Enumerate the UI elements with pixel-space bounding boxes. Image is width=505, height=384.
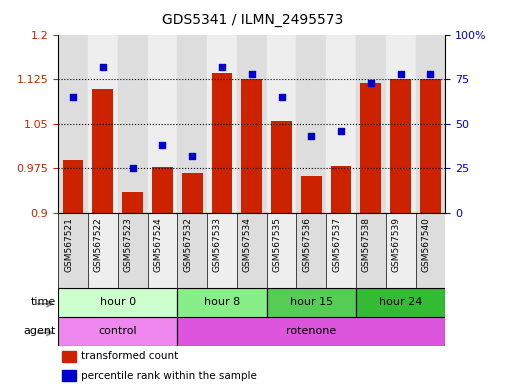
Bar <box>58 213 88 288</box>
Text: agent: agent <box>23 326 56 336</box>
Bar <box>326 213 355 288</box>
Bar <box>271 121 291 213</box>
Bar <box>389 79 410 213</box>
Bar <box>236 213 266 288</box>
Text: hour 8: hour 8 <box>204 297 239 308</box>
Bar <box>147 213 177 288</box>
Point <box>277 94 285 100</box>
Bar <box>177 288 266 317</box>
Point <box>396 71 404 77</box>
Text: hour 0: hour 0 <box>99 297 135 308</box>
Bar <box>62 370 75 381</box>
Bar <box>266 288 355 317</box>
Text: time: time <box>30 297 56 308</box>
Bar <box>326 35 355 213</box>
Bar <box>207 213 236 288</box>
Bar <box>415 35 444 213</box>
Text: percentile rank within the sample: percentile rank within the sample <box>81 371 257 381</box>
Text: control: control <box>98 326 137 336</box>
Bar <box>355 288 444 317</box>
Text: GSM567540: GSM567540 <box>421 217 430 272</box>
Bar <box>236 35 266 213</box>
Bar <box>330 166 351 213</box>
Bar <box>266 213 296 288</box>
Bar <box>58 317 177 346</box>
Bar <box>419 79 440 213</box>
Text: GSM567538: GSM567538 <box>361 217 370 272</box>
Bar <box>177 213 207 288</box>
Text: hour 15: hour 15 <box>289 297 332 308</box>
Bar <box>211 73 232 213</box>
Bar <box>266 288 355 317</box>
Bar <box>118 35 147 213</box>
Bar <box>177 317 444 346</box>
Text: GSM567523: GSM567523 <box>123 217 132 272</box>
Point <box>188 153 196 159</box>
Text: GSM567536: GSM567536 <box>301 217 311 272</box>
Bar <box>58 317 177 346</box>
Bar <box>63 160 83 213</box>
Text: GSM567532: GSM567532 <box>183 217 192 272</box>
Bar <box>147 35 177 213</box>
Bar <box>88 35 118 213</box>
Text: GSM567524: GSM567524 <box>153 217 162 271</box>
Bar <box>177 35 207 213</box>
Bar <box>152 167 173 213</box>
Point <box>366 80 374 86</box>
Bar <box>177 317 444 346</box>
Point <box>98 64 107 70</box>
Bar <box>181 173 202 213</box>
Bar <box>177 288 266 317</box>
Bar <box>92 89 113 213</box>
Text: GSM567521: GSM567521 <box>64 217 73 272</box>
Bar <box>62 351 75 362</box>
Point <box>307 133 315 139</box>
Point <box>158 142 166 148</box>
Text: GSM567522: GSM567522 <box>93 217 103 271</box>
Bar <box>88 213 118 288</box>
Bar <box>296 213 326 288</box>
Bar <box>355 288 444 317</box>
Bar <box>415 213 444 288</box>
Bar <box>58 288 177 317</box>
Bar <box>385 35 415 213</box>
Bar <box>355 213 385 288</box>
Bar <box>241 79 262 213</box>
Bar <box>58 288 177 317</box>
Bar <box>300 175 321 213</box>
Point <box>426 71 434 77</box>
Bar <box>122 192 143 213</box>
Bar <box>385 213 415 288</box>
Text: GSM567539: GSM567539 <box>391 217 400 272</box>
Bar <box>355 35 385 213</box>
Text: GSM567534: GSM567534 <box>242 217 251 272</box>
Bar <box>207 35 236 213</box>
Point <box>336 128 344 134</box>
Bar <box>266 35 296 213</box>
Text: rotenone: rotenone <box>286 326 336 336</box>
Bar <box>360 83 380 213</box>
Bar <box>58 35 88 213</box>
Point <box>128 166 136 172</box>
Text: GDS5341 / ILMN_2495573: GDS5341 / ILMN_2495573 <box>162 13 343 27</box>
Point <box>69 94 77 100</box>
Text: GSM567537: GSM567537 <box>331 217 340 272</box>
Text: transformed count: transformed count <box>81 351 178 361</box>
Point <box>218 64 226 70</box>
Text: hour 24: hour 24 <box>378 297 422 308</box>
Text: GSM567535: GSM567535 <box>272 217 281 272</box>
Point <box>247 71 256 77</box>
Bar <box>118 213 147 288</box>
Bar <box>296 35 326 213</box>
Text: GSM567533: GSM567533 <box>213 217 222 272</box>
